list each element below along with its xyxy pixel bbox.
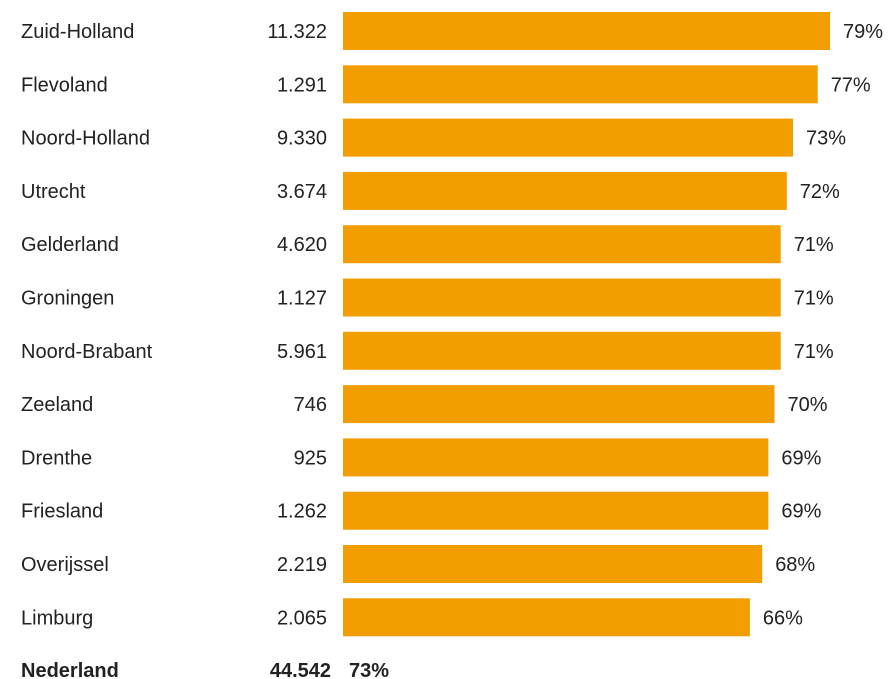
bar-row: Zuid-Holland 11.322 79% [21, 12, 883, 50]
total-label: Nederland [21, 660, 119, 679]
value-label: 72% [800, 181, 840, 203]
count-label: 1.262 [277, 501, 327, 523]
count-label: 5.961 [277, 341, 327, 363]
value-label: 70% [788, 394, 828, 416]
bar [343, 331, 781, 370]
value-label: 77% [831, 74, 871, 96]
category-label: Noord-Brabant [21, 341, 153, 363]
value-label: 71% [794, 341, 834, 363]
count-label: 3.674 [277, 181, 327, 203]
value-label: 68% [775, 554, 815, 576]
value-label: 66% [763, 607, 803, 629]
bar-row: Noord-Brabant 5.961 71% [21, 331, 834, 370]
value-label: 71% [794, 288, 834, 310]
bar [343, 171, 787, 210]
bar-row: Overijssel 2.219 68% [21, 545, 815, 583]
bar [343, 225, 781, 264]
count-label: 1.291 [277, 74, 327, 96]
bar [343, 278, 781, 317]
bar-row: Gelderland 4.620 71% [21, 225, 834, 264]
category-label: Noord-Holland [21, 128, 150, 150]
count-label: 925 [294, 447, 327, 469]
bar-row: Friesland 1.262 69% [21, 491, 822, 530]
total-count: 44.542 [270, 660, 331, 679]
bar [343, 491, 769, 530]
value-label: 69% [781, 447, 821, 469]
bar [343, 385, 775, 424]
count-label: 1.127 [277, 288, 327, 310]
category-label: Flevoland [21, 74, 108, 96]
count-label: 746 [294, 394, 327, 416]
category-label: Utrecht [21, 181, 86, 203]
bar [343, 545, 763, 583]
category-label: Friesland [21, 501, 103, 523]
total-row: Nederland 44.542 73% [21, 660, 389, 679]
category-label: Groningen [21, 288, 114, 310]
bar [343, 12, 830, 50]
category-label: Zuid-Holland [21, 21, 134, 43]
category-label: Overijssel [21, 554, 109, 576]
chart-rows: Zuid-Holland 11.322 79% Flevoland 1.291 77% No… [21, 12, 883, 637]
count-label: 2.065 [277, 607, 327, 629]
value-label: 73% [806, 128, 846, 150]
value-label: 69% [781, 501, 821, 523]
count-label: 2.219 [277, 554, 327, 576]
category-label: Drenthe [21, 447, 92, 469]
count-label: 9.330 [277, 128, 327, 150]
bar [343, 438, 769, 477]
bar-row: Groningen 1.127 71% [21, 278, 834, 317]
bar-row: Flevoland 1.291 77% [21, 65, 871, 104]
count-label: 4.620 [277, 234, 327, 256]
bar [343, 65, 818, 104]
bar [343, 118, 793, 157]
bar-row: Utrecht 3.674 72% [21, 171, 840, 210]
bar-row: Noord-Holland 9.330 73% [21, 118, 846, 157]
value-label: 79% [843, 21, 883, 43]
category-label: Limburg [21, 607, 93, 629]
bar-row: Drenthe 925 69% [21, 438, 822, 477]
bar [343, 598, 750, 637]
count-label: 11.322 [267, 21, 327, 43]
category-label: Gelderland [21, 234, 119, 256]
bar-row: Limburg 2.065 66% [21, 598, 803, 637]
bar-row: Zeeland 746 70% [21, 385, 828, 424]
total-value-label: 73% [349, 660, 389, 679]
category-label: Zeeland [21, 394, 93, 416]
value-label: 71% [794, 234, 834, 256]
